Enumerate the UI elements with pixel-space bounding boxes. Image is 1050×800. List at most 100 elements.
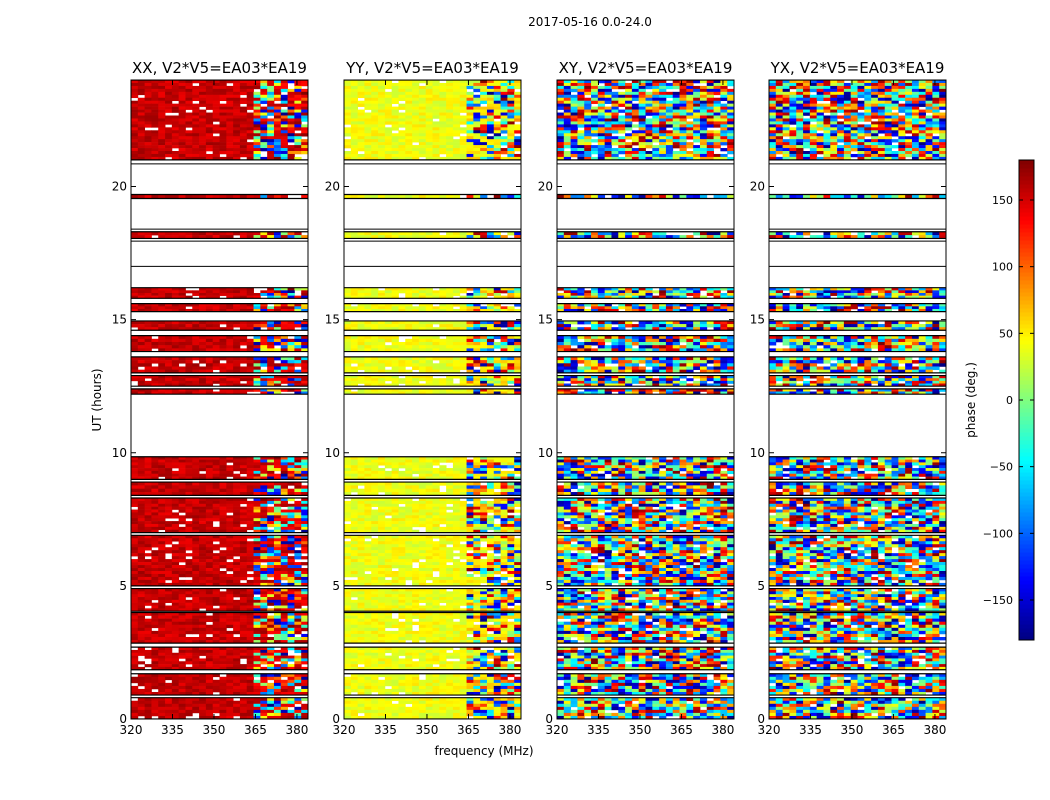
colorbar-segment bbox=[1019, 228, 1034, 233]
colorbar-segment bbox=[1019, 204, 1034, 209]
colorbar-segment bbox=[1019, 592, 1034, 597]
colorbar-segment bbox=[1019, 508, 1034, 513]
colorbar-tick-label: 100 bbox=[992, 261, 1013, 274]
colorbar-segment bbox=[1019, 488, 1034, 493]
colorbar-segment bbox=[1019, 560, 1034, 565]
colorbar-segment bbox=[1019, 308, 1034, 313]
colorbar-segment bbox=[1019, 192, 1034, 197]
colorbar-segment bbox=[1019, 236, 1034, 241]
colorbar-segment bbox=[1019, 484, 1034, 489]
colorbar-label: phase (deg.) bbox=[964, 362, 978, 438]
x-tick-label: 380 bbox=[923, 723, 946, 737]
panel-yy: YY, V2*V5=EA03*EA19 320 335 350 365 380 0 5 10 15… bbox=[325, 59, 522, 737]
colorbar-segment bbox=[1019, 500, 1034, 505]
figure-title: 2017-05-16 0.0-24.0 bbox=[528, 15, 652, 29]
y-tick-label: 15 bbox=[538, 313, 553, 327]
y-tick-label: 5 bbox=[119, 579, 127, 593]
y-tick-label: 10 bbox=[112, 446, 127, 460]
colorbar-segment bbox=[1019, 600, 1034, 605]
colorbar-segment bbox=[1019, 492, 1034, 497]
colorbar-segment bbox=[1019, 336, 1034, 341]
y-tick-label: 20 bbox=[112, 180, 127, 194]
y-tick-label: 5 bbox=[545, 579, 553, 593]
colorbar-segment bbox=[1019, 620, 1034, 625]
colorbar-segment bbox=[1019, 264, 1034, 269]
colorbar-segment bbox=[1019, 312, 1034, 317]
x-tick-label: 320 bbox=[758, 723, 781, 737]
colorbar-segment bbox=[1019, 448, 1034, 453]
colorbar-segment bbox=[1019, 224, 1034, 229]
panel-xy: XY, V2*V5=EA03*EA19 320 335 350 365 380 0 5 10 15… bbox=[538, 59, 735, 737]
colorbar-segment bbox=[1019, 392, 1034, 397]
colorbar-segment bbox=[1019, 552, 1034, 557]
x-tick-label: 335 bbox=[799, 723, 822, 737]
colorbar-segment bbox=[1019, 444, 1034, 449]
colorbar-segment bbox=[1019, 160, 1034, 165]
colorbar-segment bbox=[1019, 404, 1034, 409]
x-tick-label: 335 bbox=[374, 723, 397, 737]
colorbar-segment bbox=[1019, 240, 1034, 245]
colorbar-segment bbox=[1019, 400, 1034, 405]
colorbar-segment bbox=[1019, 524, 1034, 529]
y-tick-label: 20 bbox=[538, 180, 553, 194]
colorbar-segment bbox=[1019, 424, 1034, 429]
x-tick-label: 365 bbox=[670, 723, 693, 737]
colorbar-tick-label: −150 bbox=[983, 594, 1013, 607]
colorbar-segment bbox=[1019, 496, 1034, 501]
colorbar-segment bbox=[1019, 572, 1034, 577]
panel-data-yy bbox=[344, 80, 521, 719]
x-tick-label: 365 bbox=[457, 723, 480, 737]
colorbar-segment bbox=[1019, 416, 1034, 421]
y-tick-label: 20 bbox=[325, 180, 340, 194]
colorbar-segment bbox=[1019, 280, 1034, 285]
x-tick-label: 350 bbox=[841, 723, 864, 737]
colorbar-segment bbox=[1019, 196, 1034, 201]
colorbar-segment bbox=[1019, 412, 1034, 417]
colorbar-segment bbox=[1019, 268, 1034, 273]
colorbar-segment bbox=[1019, 440, 1034, 445]
y-tick-label: 5 bbox=[332, 579, 340, 593]
x-axis-label: frequency (MHz) bbox=[434, 744, 533, 758]
colorbar-tick-label: 0 bbox=[1006, 394, 1013, 407]
colorbar-segment bbox=[1019, 348, 1034, 353]
y-tick-label: 0 bbox=[545, 712, 553, 726]
colorbar-segment bbox=[1019, 328, 1034, 333]
panel-yx: YX, V2*V5=EA03*EA19 320 335 350 365 380 0 5 10 15… bbox=[750, 59, 947, 737]
colorbar-segment bbox=[1019, 188, 1034, 193]
colorbar-tick-label: 50 bbox=[999, 327, 1013, 340]
colorbar-segment bbox=[1019, 304, 1034, 309]
colorbar-tick-label: −100 bbox=[983, 527, 1013, 540]
y-tick-label: 0 bbox=[757, 712, 765, 726]
x-tick-label: 365 bbox=[244, 723, 267, 737]
colorbar-segment bbox=[1019, 568, 1034, 573]
colorbar-segment bbox=[1019, 184, 1034, 189]
colorbar-segment bbox=[1019, 520, 1034, 525]
colorbar-segment bbox=[1019, 580, 1034, 585]
colorbar-segment bbox=[1019, 256, 1034, 261]
x-tick-label: 350 bbox=[629, 723, 652, 737]
y-tick-label: 5 bbox=[757, 579, 765, 593]
panel-frame bbox=[130, 79, 309, 720]
colorbar-segment bbox=[1019, 244, 1034, 249]
y-axis-label: UT (hours) bbox=[90, 368, 104, 431]
y-tick-label: 0 bbox=[332, 712, 340, 726]
colorbar-segment bbox=[1019, 436, 1034, 441]
colorbar-segment bbox=[1019, 296, 1034, 301]
colorbar-segment bbox=[1019, 512, 1034, 517]
colorbar-segment bbox=[1019, 532, 1034, 537]
colorbar-segment bbox=[1019, 624, 1034, 629]
colorbar-segment bbox=[1019, 388, 1034, 393]
colorbar-segment bbox=[1019, 456, 1034, 461]
colorbar-segment bbox=[1019, 384, 1034, 389]
colorbar-tick-label: −50 bbox=[990, 461, 1013, 474]
y-tick-label: 10 bbox=[325, 446, 340, 460]
colorbar-tick-label: 150 bbox=[992, 194, 1013, 207]
colorbar-segment bbox=[1019, 596, 1034, 601]
colorbar-segment bbox=[1019, 216, 1034, 221]
colorbar-segment bbox=[1019, 368, 1034, 373]
panel-frame bbox=[343, 79, 522, 720]
panel-data-yx bbox=[769, 80, 946, 719]
colorbar-segment bbox=[1019, 300, 1034, 305]
colorbar-segment bbox=[1019, 460, 1034, 465]
colorbar-segment bbox=[1019, 288, 1034, 293]
